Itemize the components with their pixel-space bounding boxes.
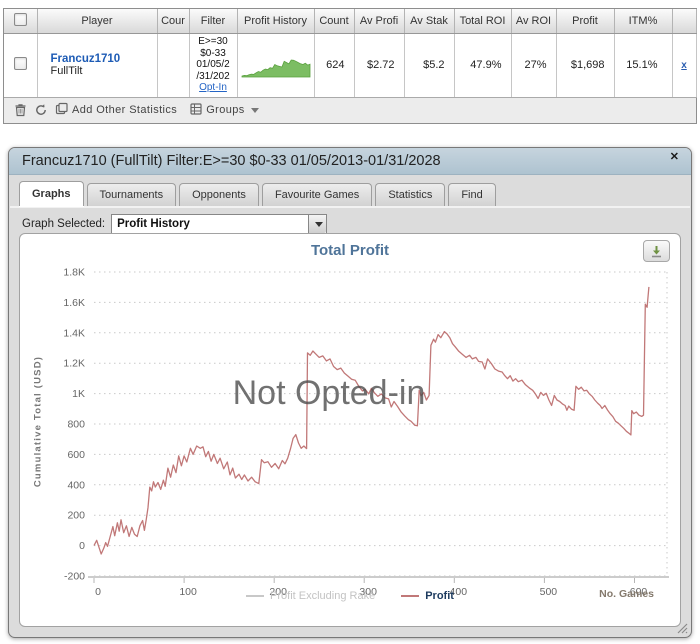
add-statistics-icon (55, 102, 68, 118)
tab-statistics[interactable]: Statistics (375, 183, 446, 206)
country-cell (157, 33, 190, 98)
col-header-av-profit[interactable]: Av Profi (354, 9, 405, 34)
resize-grip[interactable] (677, 623, 688, 634)
tab-tournaments[interactable]: Tournaments (86, 183, 177, 206)
col-header-total-roi[interactable]: Total ROI (454, 9, 512, 34)
player-name-link[interactable]: Francuz1710 (50, 53, 121, 65)
svg-text:600: 600 (67, 449, 85, 461)
dialog-title: Francuz1710 (FullTilt) Filter:E>=30 $0-3… (22, 153, 441, 169)
close-icon[interactable]: ✕ (669, 151, 679, 163)
svg-text:200: 200 (269, 586, 287, 598)
filter-cell: E>=30 $0-33 01/05/2 /31/202 Opt-In (189, 33, 238, 98)
legend-label: Profit (425, 590, 454, 602)
svg-text:400: 400 (450, 586, 468, 598)
svg-text:1.2K: 1.2K (63, 358, 85, 370)
chart-panel: Total Profit Cumulative Total (USD) 1.8K… (19, 233, 681, 627)
groups-label: Groups (206, 104, 245, 116)
count-cell: 624 (314, 33, 355, 98)
filter-line: E>=30 (198, 36, 228, 48)
col-header-actions (672, 9, 697, 34)
tab-find[interactable]: Find (448, 183, 496, 206)
chart-title: Total Profit (310, 242, 390, 259)
dialog-titlebar[interactable]: Francuz1710 (FullTilt) Filter:E>=30 $0-3… (9, 148, 691, 175)
itm-cell: 15.1% (614, 33, 673, 98)
profit-cell: $1,698 (556, 33, 615, 98)
tab-opponents[interactable]: Opponents (179, 183, 259, 206)
legend-swatch (401, 595, 420, 597)
tab-graphs[interactable]: Graphs (19, 181, 84, 206)
download-icon (652, 245, 661, 257)
col-header-player[interactable]: Player (37, 9, 158, 34)
remove-row-link[interactable]: x (681, 60, 687, 71)
col-header-count[interactable]: Cour (157, 9, 190, 34)
svg-text:800: 800 (67, 419, 85, 431)
results-toolbar: Add Other Statistics Groups (4, 97, 696, 123)
row-checkbox[interactable] (13, 57, 27, 70)
graph-select-value: Profit History (117, 218, 190, 230)
trash-icon[interactable] (14, 103, 27, 117)
col-header-count2[interactable]: Count (314, 9, 355, 34)
player-site: FullTilt (50, 65, 83, 77)
col-header-av-roi[interactable]: Av ROI (511, 9, 557, 34)
tab-favourite-games[interactable]: Favourite Games (261, 183, 373, 206)
legend-item[interactable]: Profit (401, 590, 454, 602)
results-table: Player Cour Filter Profit History Count … (3, 8, 697, 124)
profit-sparkline-chart (241, 59, 310, 77)
download-chart-button[interactable] (643, 240, 670, 262)
chart-legend: Profit Excluding Rake Profit (20, 590, 680, 602)
svg-text:500: 500 (540, 586, 558, 598)
filter-line: $0-33 (200, 47, 226, 59)
player-dialog: Francuz1710 (FullTilt) Filter:E>=30 $0-3… (8, 147, 692, 638)
col-header-filter[interactable]: Filter (189, 9, 238, 34)
add-statistics-label: Add Other Statistics (72, 104, 178, 116)
table-row: Francuz1710 FullTilt E>=30 $0-33 01/05/2… (4, 33, 697, 98)
svg-text:1K: 1K (72, 388, 85, 400)
legend-swatch (246, 595, 265, 597)
chevron-down-icon (314, 221, 323, 227)
legend-item[interactable]: Profit Excluding Rake (246, 590, 375, 602)
tabs-underline (10, 206, 690, 208)
graph-select[interactable]: Profit History (111, 214, 328, 234)
filter-line: /31/202 (196, 70, 230, 82)
svg-text:100: 100 (179, 586, 197, 598)
svg-text:0: 0 (95, 586, 101, 598)
sparkline-cell[interactable] (237, 33, 315, 98)
groups-icon (190, 102, 202, 118)
opt-in-link[interactable]: Opt-In (199, 82, 227, 94)
av-profit-cell: $2.72 (354, 33, 405, 98)
table-header-row: Player Cour Filter Profit History Count … (4, 9, 697, 34)
refresh-icon[interactable] (34, 103, 48, 117)
col-header-profit-history[interactable]: Profit History (237, 9, 315, 34)
svg-text:1.6K: 1.6K (63, 297, 85, 309)
svg-text:1.4K: 1.4K (63, 327, 85, 339)
col-header-av-stake[interactable]: Av Stak (404, 9, 455, 34)
not-opted-in-watermark: Not Opted-in (232, 374, 426, 412)
graph-selected-label: Graph Selected: (22, 218, 106, 230)
svg-text:-200: -200 (64, 571, 85, 583)
svg-text:600: 600 (630, 586, 648, 598)
svg-text:200: 200 (67, 510, 85, 522)
groups-button[interactable]: Groups (190, 102, 259, 118)
filter-line: 01/05/2 (196, 59, 230, 71)
caret-down-icon (250, 107, 259, 113)
col-header-profit[interactable]: Profit (556, 9, 615, 34)
total-roi-cell: 47.9% (454, 33, 512, 98)
total-profit-chart[interactable]: 1.8K 1.6K 1.4K 1.2K 1K 800 600 400 200 0 -200 0 100 2… (20, 258, 690, 606)
svg-text:300: 300 (359, 586, 377, 598)
add-other-statistics-button[interactable]: Add Other Statistics (55, 102, 177, 118)
av-roi-cell: 27% (511, 33, 557, 98)
legend-label: Profit Excluding Rake (270, 590, 376, 602)
select-dropdown-button[interactable] (308, 215, 327, 233)
svg-text:0: 0 (79, 540, 85, 552)
col-header-itm[interactable]: ITM% (614, 9, 673, 34)
dialog-tabs: Graphs Tournaments Opponents Favourite G… (9, 175, 691, 206)
svg-text:1.8K: 1.8K (63, 267, 85, 279)
x-axis-label: No. Games (599, 588, 654, 600)
select-all-checkbox[interactable] (13, 12, 27, 26)
av-stake-cell: $5.2 (404, 33, 455, 98)
svg-text:400: 400 (67, 479, 85, 491)
